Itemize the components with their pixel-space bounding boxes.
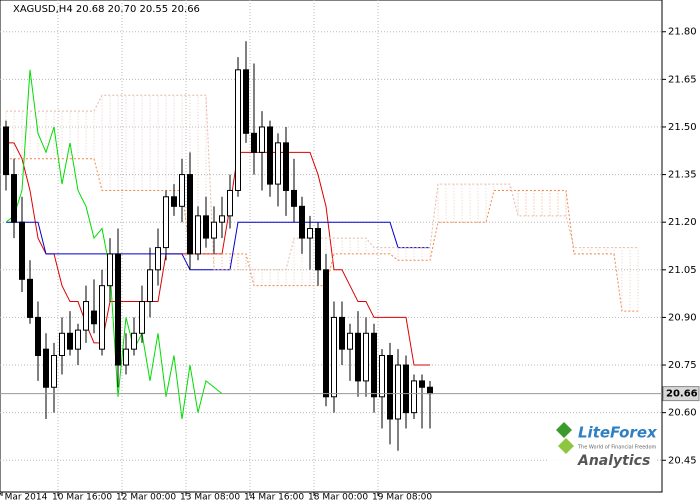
- brand: LiteForex: [578, 424, 658, 442]
- candle-body: [379, 355, 385, 398]
- candle-body: [371, 332, 377, 398]
- candle-body: [219, 215, 225, 223]
- candle-body: [291, 189, 297, 207]
- candle-body: [147, 269, 153, 303]
- y-tick-label: 21.65: [668, 74, 697, 85]
- watermark-bg: [548, 416, 656, 474]
- product: Analytics: [577, 453, 650, 469]
- y-tick-label: 20.75: [668, 360, 697, 371]
- candle-body: [171, 196, 177, 207]
- y-tick-label: 21.80: [668, 27, 697, 38]
- candle-body: [235, 69, 241, 191]
- candle-body: [267, 126, 273, 185]
- y-tick-label: 21.35: [668, 170, 697, 181]
- candle-body: [43, 348, 49, 388]
- candle-body: [163, 196, 169, 249]
- candle-body: [427, 386, 433, 395]
- x-tick-label: 18 Mar 00:00: [308, 493, 368, 502]
- candle-body: [387, 355, 393, 420]
- y-tick-label: 21.20: [668, 217, 697, 228]
- indicator-line: [6, 94, 638, 271]
- candle-body: [83, 301, 89, 331]
- candle-body: [251, 132, 257, 153]
- candle-body: [195, 215, 201, 255]
- x-tick-label: 12 Mar 00:00: [116, 493, 176, 502]
- candle-body: [411, 380, 417, 414]
- chart-title: XAGUSD,H4 20.68 20.70 20.55 20.66: [13, 4, 200, 15]
- candle-body: [27, 278, 33, 318]
- candle-body: [227, 189, 233, 217]
- candle-body: [155, 247, 161, 271]
- x-tick-label: 7 Mar 2014: [0, 493, 48, 502]
- candle-body: [243, 69, 249, 134]
- x-tick-label: 14 Mar 16:00: [244, 493, 304, 502]
- candle-body: [59, 332, 65, 357]
- candle-body: [395, 364, 401, 420]
- candle-body: [187, 174, 193, 255]
- candle-body: [347, 332, 353, 350]
- x-tick-label: 19 Mar 08:00: [372, 493, 432, 502]
- mark-layer: [0, 41, 662, 451]
- y-tick-label: 20.45: [668, 455, 697, 466]
- candle-body: [331, 316, 337, 398]
- last-price-box: [662, 386, 700, 402]
- candle-body: [115, 253, 121, 366]
- candle-body: [75, 329, 81, 350]
- candle-body: [179, 174, 185, 207]
- y-tick-label: 20.90: [668, 312, 697, 323]
- x-tick-label: 10 Mar 16:00: [52, 493, 112, 502]
- logo-diamond: [556, 422, 572, 438]
- y-tick-label: 21.05: [668, 265, 697, 276]
- candle-body: [211, 221, 217, 239]
- candle-body: [11, 174, 17, 223]
- candle-body: [355, 332, 361, 382]
- candle-body: [67, 332, 73, 350]
- candle-body: [299, 205, 305, 239]
- indicator-line: [5, 69, 223, 420]
- watermark: LiteForex The World of Financial Freedom…: [548, 416, 658, 474]
- y-tick-label: 21.50: [668, 122, 697, 133]
- candle-body: [307, 228, 313, 239]
- y-tick-label: 20.60: [668, 408, 697, 419]
- last-price-label: 20.66: [666, 389, 698, 400]
- x-tick-label: 13 Mar 08:00: [180, 493, 240, 502]
- candle-body: [403, 364, 409, 414]
- candle-body: [339, 316, 345, 350]
- candle-body: [275, 142, 281, 185]
- candle-body: [19, 221, 25, 280]
- candle-body: [35, 316, 41, 357]
- candle-body: [99, 285, 105, 350]
- candle-body: [323, 269, 329, 398]
- indicator-line: [6, 158, 638, 312]
- candle-body: [203, 215, 209, 239]
- candle-body: [363, 332, 369, 382]
- title-pad: [1, 1, 11, 11]
- candle-body: [139, 301, 145, 334]
- candle-body: [3, 126, 9, 176]
- tagline: The World of Financial Freedom: [577, 445, 657, 451]
- candle-body: [419, 380, 425, 388]
- candle-body: [51, 355, 57, 388]
- candle-body: [91, 310, 97, 325]
- logo-diamond: [558, 438, 574, 454]
- candle-body: [131, 332, 137, 350]
- candle-body: [259, 126, 265, 153]
- candle-body: [283, 142, 289, 191]
- candle-body: [123, 348, 129, 366]
- candle-body: [315, 228, 321, 271]
- candle-body: [107, 253, 113, 287]
